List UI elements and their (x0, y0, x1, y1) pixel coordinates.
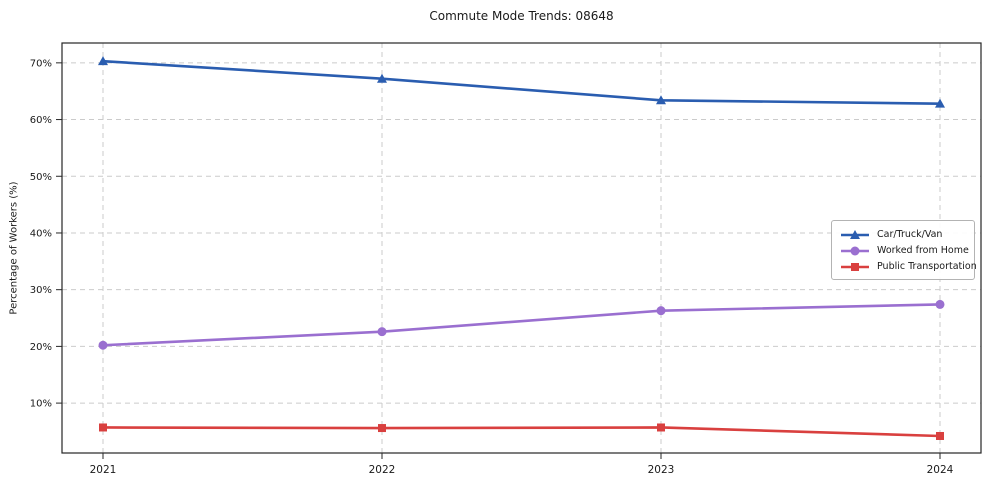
legend-label: Worked from Home (877, 245, 969, 256)
legend-item-car-truck-van: Car/Truck/Van (840, 227, 966, 242)
gridlines (62, 43, 981, 453)
series-line-worked-from-home (102, 303, 941, 347)
x-tick-label: 2024 (927, 464, 954, 476)
legend: Car/Truck/Van Worked from Home Public Tran… (831, 220, 977, 280)
y-tick-label: 70% (30, 58, 52, 69)
axes-frame (61, 42, 982, 454)
x-tick-label: 2023 (648, 464, 675, 476)
x-tick-label: 2022 (369, 464, 396, 476)
circle-marker-icon (98, 340, 108, 350)
y-tick-label: 20% (30, 342, 52, 353)
triangle-marker-icon (377, 73, 387, 83)
axis-ticks (56, 62, 941, 459)
y-tick-label: 60% (30, 115, 52, 126)
circle-marker-icon (935, 299, 945, 309)
series-car-truck-van (98, 56, 945, 108)
legend-label: Public Transportation (877, 261, 977, 272)
y-tick-label: 50% (30, 172, 52, 183)
square-marker-icon (657, 423, 665, 432)
square-marker-icon (378, 424, 386, 433)
legend-item-worked-from-home: Worked from Home (840, 243, 969, 258)
axis-tick-labels: 10% 20% 30% 40% 50% 60% 70% 2021 2022 2023 2024 (30, 58, 954, 476)
y-tick-label: 30% (30, 285, 52, 296)
circle-marker-icon (377, 327, 387, 337)
x-tick-label: 2021 (90, 464, 117, 476)
legend-label: Car/Truck/Van (877, 229, 943, 240)
circle-marker-icon (841, 246, 869, 255)
legend-item-public-transportation: Public Transportation (840, 259, 977, 274)
series-line-public-transportation (102, 426, 941, 438)
square-marker-icon (841, 262, 869, 271)
y-tick-label: 40% (30, 228, 52, 239)
triangle-marker-icon (656, 95, 666, 105)
triangle-marker-icon (98, 56, 108, 66)
square-marker-icon (936, 431, 944, 440)
chart-title: Commute Mode Trends: 08648 (429, 9, 614, 23)
series-line-car-truck-van (102, 59, 941, 105)
series-worked-from-home (98, 299, 945, 350)
series-public-transportation (99, 423, 944, 440)
triangle-marker-icon (935, 98, 945, 108)
y-tick-label: 10% (30, 399, 52, 410)
triangle-marker-icon (850, 229, 860, 239)
circle-marker-icon (850, 246, 860, 255)
square-marker-icon (851, 262, 859, 271)
triangle-marker-icon (841, 229, 869, 239)
square-marker-icon (99, 423, 107, 432)
circle-marker-icon (656, 306, 666, 316)
